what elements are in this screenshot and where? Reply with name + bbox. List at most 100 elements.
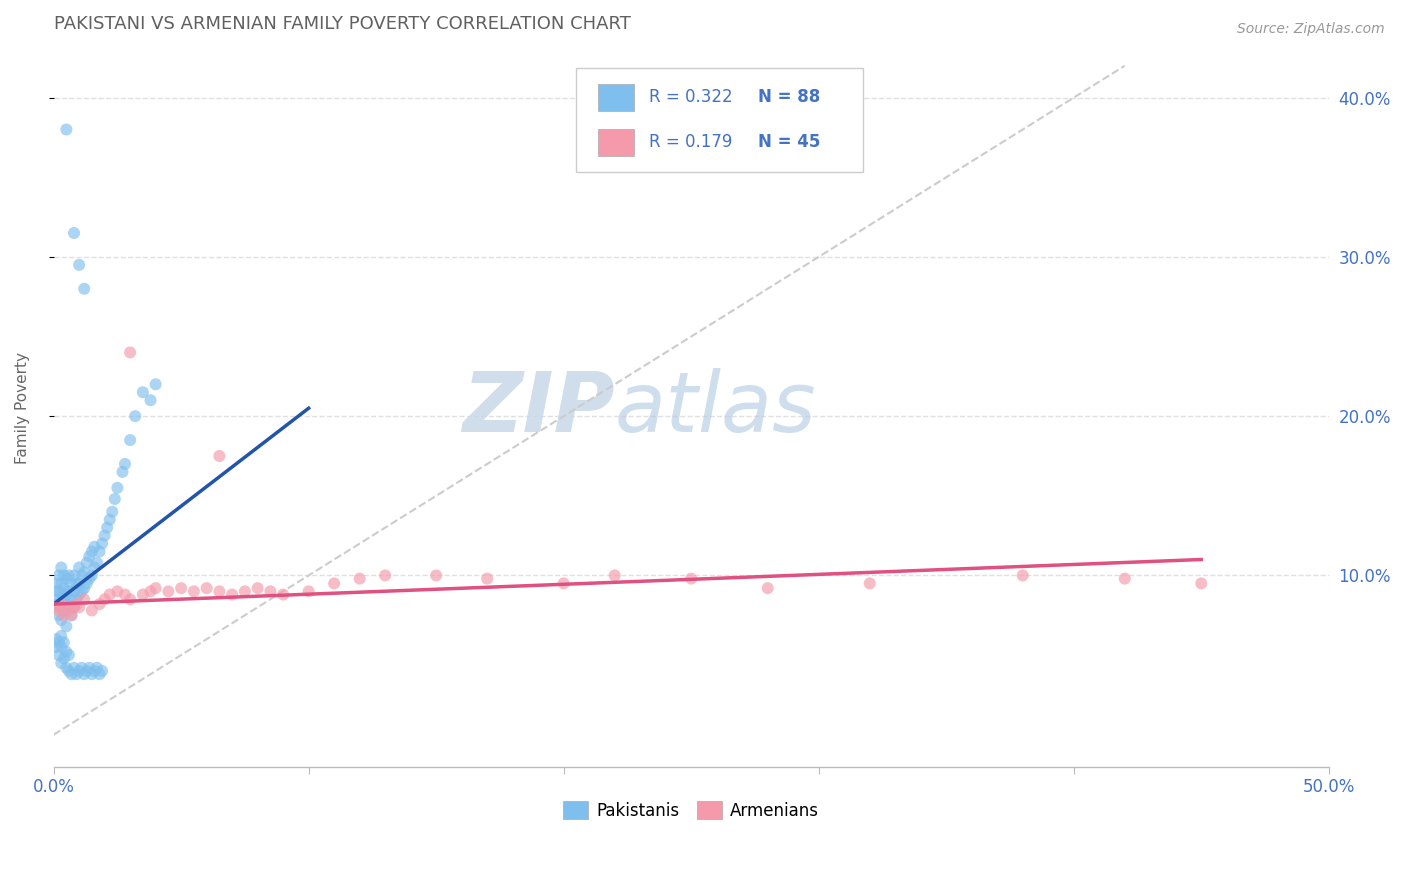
Point bbox=[1189, 576, 1212, 591]
Point bbox=[93, 592, 115, 607]
Point bbox=[475, 572, 498, 586]
Point bbox=[70, 661, 93, 675]
Point bbox=[48, 584, 70, 599]
Point bbox=[105, 584, 128, 599]
Point bbox=[58, 603, 80, 617]
Text: R = 0.179: R = 0.179 bbox=[650, 133, 733, 152]
Point bbox=[63, 600, 86, 615]
Text: atlas: atlas bbox=[614, 368, 817, 449]
Point bbox=[195, 581, 218, 595]
Point bbox=[63, 568, 86, 582]
Point bbox=[80, 568, 103, 582]
Point bbox=[553, 576, 575, 591]
Point bbox=[73, 282, 96, 296]
Point bbox=[60, 576, 83, 591]
Point bbox=[79, 661, 101, 675]
Point bbox=[374, 568, 396, 582]
Point bbox=[58, 568, 80, 582]
Point bbox=[93, 528, 115, 542]
Point bbox=[67, 588, 90, 602]
Point bbox=[45, 597, 67, 611]
Point bbox=[859, 576, 882, 591]
Point bbox=[114, 588, 136, 602]
Point bbox=[55, 600, 77, 615]
Point bbox=[323, 576, 346, 591]
Point bbox=[157, 584, 180, 599]
Point bbox=[246, 581, 269, 595]
Point bbox=[76, 556, 98, 570]
Text: Source: ZipAtlas.com: Source: ZipAtlas.com bbox=[1237, 22, 1385, 37]
Point bbox=[1011, 568, 1033, 582]
Point bbox=[58, 584, 80, 599]
Legend: Pakistanis, Armenians: Pakistanis, Armenians bbox=[557, 795, 825, 826]
Bar bbox=[598, 128, 634, 156]
Point bbox=[681, 572, 703, 586]
Point bbox=[58, 664, 80, 678]
Point bbox=[51, 600, 73, 615]
Point bbox=[271, 588, 294, 602]
Point bbox=[183, 584, 205, 599]
Point bbox=[98, 513, 121, 527]
Point bbox=[67, 258, 90, 272]
Point bbox=[83, 664, 105, 678]
Point bbox=[45, 600, 67, 615]
Point bbox=[65, 597, 87, 611]
Point bbox=[51, 597, 73, 611]
Point bbox=[208, 449, 231, 463]
Point bbox=[98, 588, 121, 602]
Point bbox=[55, 588, 77, 602]
Bar bbox=[598, 84, 634, 111]
Point bbox=[349, 572, 371, 586]
Point bbox=[170, 581, 193, 595]
Point bbox=[48, 603, 70, 617]
Point bbox=[120, 433, 142, 447]
Point bbox=[221, 588, 243, 602]
Point bbox=[48, 648, 70, 662]
Point bbox=[65, 667, 87, 681]
Point bbox=[51, 640, 73, 654]
Point bbox=[89, 667, 111, 681]
Point bbox=[48, 608, 70, 623]
Point bbox=[60, 608, 83, 623]
Point bbox=[114, 457, 136, 471]
Point bbox=[83, 560, 105, 574]
Y-axis label: Family Poverty: Family Poverty bbox=[15, 352, 30, 464]
Point bbox=[63, 584, 86, 599]
Point bbox=[603, 568, 626, 582]
Point bbox=[73, 566, 96, 580]
Point bbox=[89, 544, 111, 558]
Point bbox=[120, 592, 142, 607]
Point bbox=[63, 661, 86, 675]
Point bbox=[65, 592, 87, 607]
Point bbox=[79, 572, 101, 586]
Point bbox=[67, 560, 90, 574]
Point bbox=[67, 600, 90, 615]
Point bbox=[80, 603, 103, 617]
Point bbox=[60, 592, 83, 607]
Point bbox=[45, 584, 67, 599]
Point bbox=[52, 608, 75, 623]
Text: ZIP: ZIP bbox=[463, 368, 614, 449]
Point bbox=[55, 619, 77, 633]
Point bbox=[756, 581, 779, 595]
Point bbox=[60, 608, 83, 623]
Point bbox=[51, 588, 73, 602]
Point bbox=[70, 584, 93, 599]
Point bbox=[132, 588, 155, 602]
Point bbox=[55, 645, 77, 659]
Point bbox=[124, 409, 146, 424]
Point bbox=[139, 584, 162, 599]
Point bbox=[89, 597, 111, 611]
Point bbox=[55, 603, 77, 617]
FancyBboxPatch shape bbox=[576, 68, 863, 171]
Point bbox=[58, 648, 80, 662]
Point bbox=[48, 635, 70, 649]
Point bbox=[45, 576, 67, 591]
Point bbox=[111, 465, 134, 479]
Point bbox=[52, 651, 75, 665]
Point bbox=[55, 572, 77, 586]
Point bbox=[233, 584, 256, 599]
Point bbox=[91, 536, 114, 550]
Point bbox=[45, 632, 67, 647]
Point bbox=[259, 584, 281, 599]
